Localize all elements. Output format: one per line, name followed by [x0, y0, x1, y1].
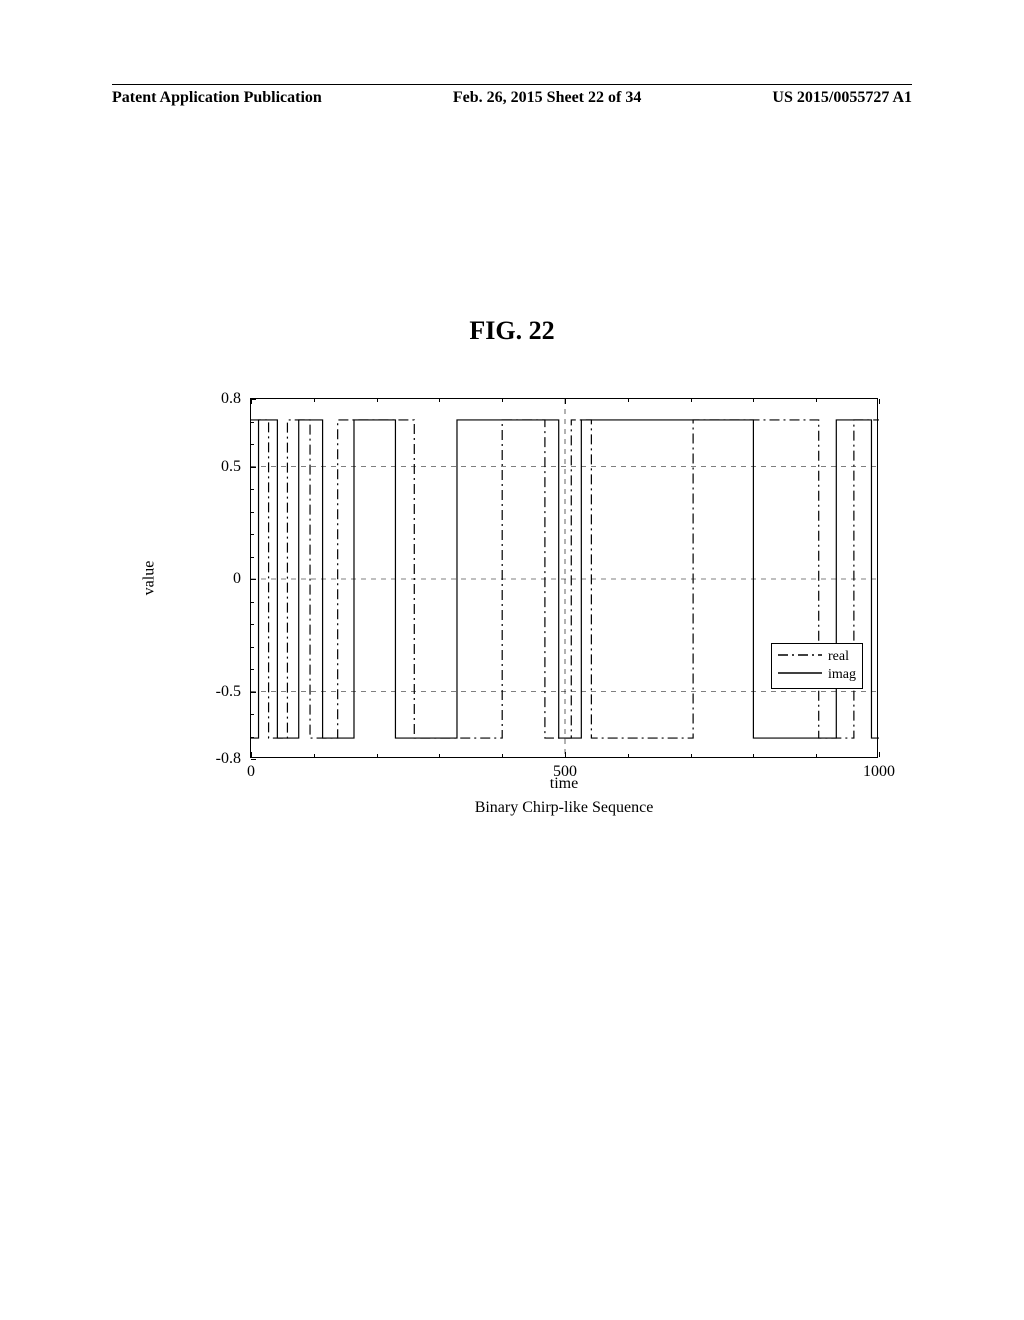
- y-axis-label: value: [140, 561, 158, 596]
- y-minor-tick: [251, 444, 254, 445]
- y-minor-tick: [251, 669, 254, 670]
- y-tick-label: 0.8: [221, 390, 241, 408]
- x-minor-tick: [691, 754, 692, 757]
- header-center: Feb. 26, 2015 Sheet 22 of 34: [453, 89, 641, 107]
- x-tick-top: [251, 399, 252, 404]
- x-minor-tick: [314, 754, 315, 757]
- x-tick-top: [565, 399, 566, 404]
- x-minor-tick-top: [753, 399, 754, 402]
- header-right: US 2015/0055727 A1: [772, 89, 912, 107]
- y-minor-tick: [251, 512, 254, 513]
- x-tick-label: 500: [553, 763, 577, 781]
- y-tick-mark: [251, 759, 256, 760]
- y-tick-mark: [251, 579, 256, 580]
- y-minor-tick: [251, 557, 254, 558]
- x-minor-tick-top: [691, 399, 692, 402]
- x-minor-tick: [816, 754, 817, 757]
- y-minor-tick: [251, 737, 254, 738]
- y-tick-label: -0.8: [216, 750, 241, 768]
- page-header: Patent Application Publication Feb. 26, …: [112, 84, 912, 107]
- y-minor-tick: [251, 534, 254, 535]
- y-minor-tick: [251, 647, 254, 648]
- legend-label: real: [828, 648, 849, 666]
- header-left: Patent Application Publication: [112, 89, 322, 107]
- chart-caption: Binary Chirp-like Sequence: [475, 799, 654, 817]
- x-minor-tick-top: [502, 399, 503, 402]
- x-tick-label: 1000: [863, 763, 895, 781]
- y-minor-tick: [251, 489, 254, 490]
- x-minor-tick-top: [628, 399, 629, 402]
- legend-label: imag: [828, 666, 856, 684]
- legend-swatch: [778, 648, 822, 666]
- y-tick-label: -0.5: [216, 683, 241, 701]
- x-minor-tick-top: [816, 399, 817, 402]
- x-minor-tick: [753, 754, 754, 757]
- y-minor-tick: [251, 422, 254, 423]
- x-minor-tick: [377, 754, 378, 757]
- x-tick-top: [879, 399, 880, 404]
- x-minor-tick-top: [314, 399, 315, 402]
- plot-area: realimag time Binary Chirp-like Sequence…: [250, 398, 878, 758]
- legend-row: imag: [778, 666, 856, 684]
- plot-svg: [251, 399, 879, 759]
- x-minor-tick-top: [377, 399, 378, 402]
- x-tick-mark: [879, 752, 880, 757]
- legend-row: real: [778, 648, 856, 666]
- x-minor-tick-top: [439, 399, 440, 402]
- figure-title: FIG. 22: [0, 316, 1024, 346]
- y-minor-tick: [251, 714, 254, 715]
- x-minor-tick: [439, 754, 440, 757]
- chart-container: value realimag time Binary Chirp-like Se…: [192, 398, 892, 758]
- x-tick-mark: [251, 752, 252, 757]
- y-tick-label: 0: [233, 570, 241, 588]
- y-minor-tick: [251, 602, 254, 603]
- y-tick-mark: [251, 692, 256, 693]
- x-minor-tick: [628, 754, 629, 757]
- legend-box: realimag: [771, 643, 863, 689]
- x-tick-label: 0: [247, 763, 255, 781]
- x-minor-tick: [502, 754, 503, 757]
- y-tick-mark: [251, 467, 256, 468]
- y-tick-label: 0.5: [221, 458, 241, 476]
- legend-swatch: [778, 666, 822, 684]
- y-minor-tick: [251, 624, 254, 625]
- x-tick-mark: [565, 752, 566, 757]
